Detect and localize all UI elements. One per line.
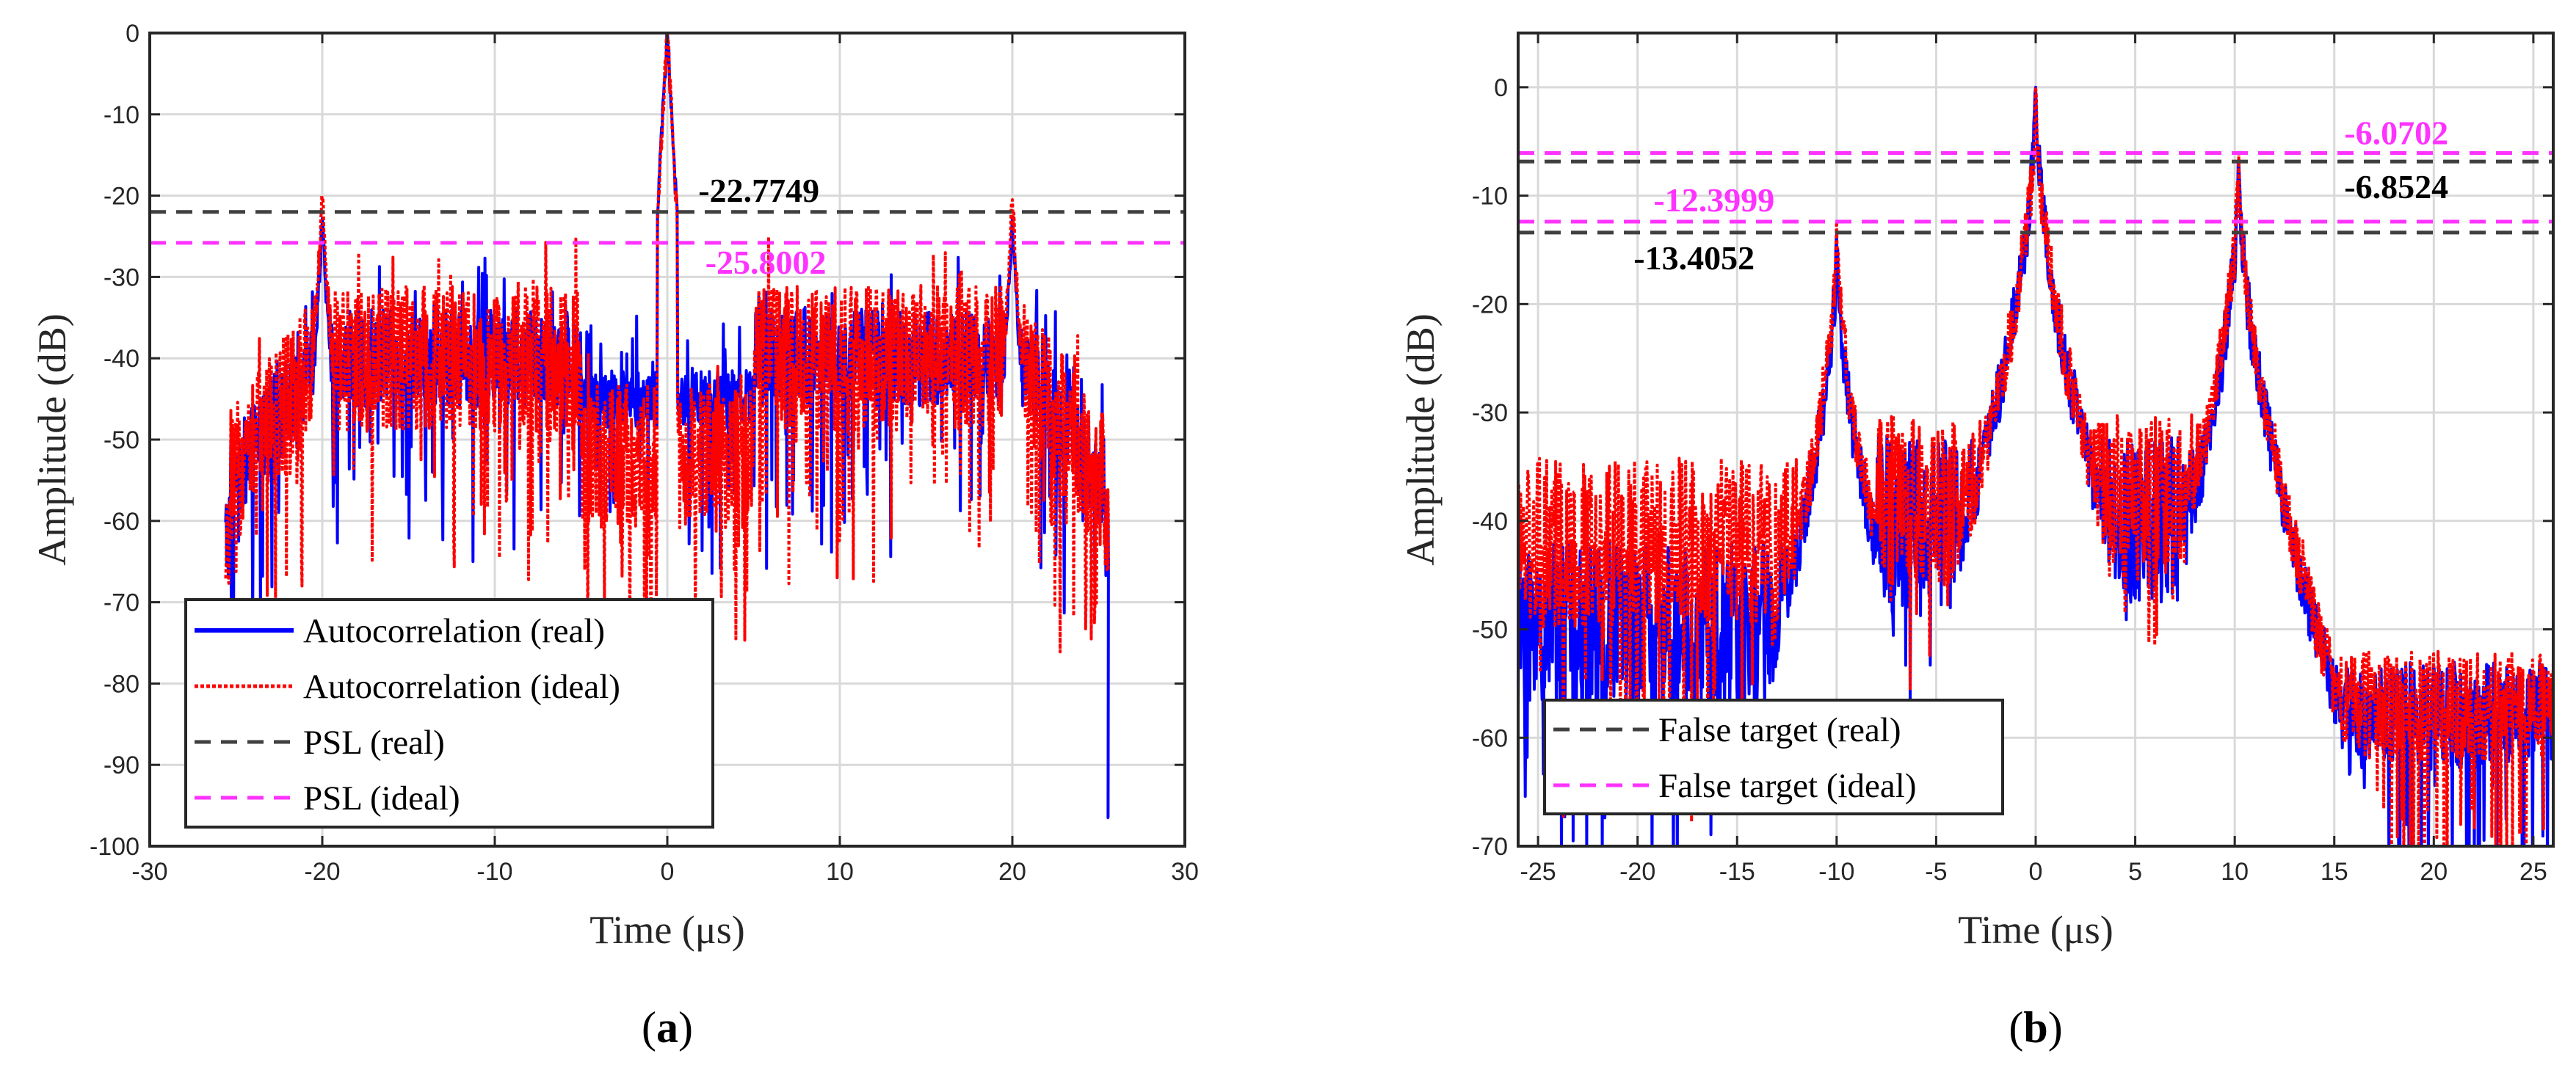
y-tick-label: -30: [1472, 399, 1508, 427]
legend: Autocorrelation (real) Autocorrelation (i…: [184, 598, 714, 829]
legend-entry: PSL (real): [303, 724, 445, 762]
legend-entry: False target (real): [1658, 711, 1901, 749]
y-tick-label: -60: [104, 508, 139, 536]
plot-b: -6.0702 -6.8524 -12.3999 -13.4052 -25 -20 -15 -…: [1398, 32, 2555, 1052]
x-axis-label: Time (μs): [1958, 908, 2114, 952]
x-tick-label: 0: [2029, 858, 2043, 886]
false-target-value: -6.8524: [2344, 168, 2448, 205]
y-tick-label: -40: [1472, 508, 1508, 536]
y-tick-label: -70: [104, 589, 139, 617]
y-tick-label: -10: [1472, 183, 1508, 211]
y-tick-label: -20: [104, 183, 139, 211]
y-tick-label: -50: [104, 426, 139, 454]
plot-a: -22.7749-25.8002-30 -20 -10 0 10 20 300-10-20-…: [30, 20, 1199, 1052]
x-tick-label: 15: [2321, 858, 2348, 886]
x-tick-label: 20: [998, 858, 1026, 886]
y-axis-label: Amplitude (dB): [1398, 313, 1443, 565]
x-tick-label: 30: [1171, 858, 1199, 886]
x-tick-label: -20: [304, 858, 340, 886]
y-tick-label: 0: [1494, 74, 1508, 102]
legend-entry: Autocorrelation (ideal): [303, 668, 620, 706]
x-tick-label: -10: [476, 858, 512, 886]
y-tick-label: -50: [1472, 616, 1508, 644]
subfigure-letter: b: [2023, 1003, 2047, 1052]
y-tick-label: -70: [1472, 833, 1508, 861]
psl-ideal-value: -25.8002: [705, 244, 827, 281]
legend-entry: PSL (ideal): [303, 779, 460, 818]
false-target-value: -6.0702: [2344, 114, 2448, 152]
x-tick-label: 10: [826, 858, 854, 886]
y-tick-label: -10: [104, 101, 139, 129]
false-target-value: -13.4052: [1633, 239, 1755, 277]
y-tick-label: -20: [1472, 291, 1508, 319]
subfigure-label: (a): [642, 1003, 693, 1052]
y-tick-label: -80: [104, 670, 139, 698]
y-tick-label: -60: [1472, 724, 1508, 752]
x-tick-label: 5: [2128, 858, 2142, 886]
x-tick-label: -15: [1719, 858, 1755, 886]
x-tick-label: 10: [2221, 858, 2249, 886]
x-tick-label: -5: [1925, 858, 1947, 886]
y-tick-label: -30: [104, 263, 139, 291]
legend-box: [184, 598, 714, 829]
x-tick-label: 20: [2420, 858, 2448, 886]
subfigure-label: (b): [2009, 1003, 2062, 1052]
y-tick-label: -40: [104, 345, 139, 373]
x-tick-label: -30: [131, 858, 167, 886]
y-tick-label: 0: [126, 20, 139, 48]
psl-real-value: -22.7749: [698, 172, 819, 209]
y-tick-label: -100: [90, 833, 139, 861]
legend-entry: False target (ideal): [1658, 767, 1917, 805]
plot-area: [1518, 85, 2553, 846]
x-tick-label: -25: [1520, 858, 1556, 886]
y-tick-label: -90: [104, 751, 139, 779]
subfigure-letter: a: [656, 1003, 678, 1052]
legend-entry: Autocorrelation (real): [303, 612, 605, 650]
y-axis-label: Amplitude (dB): [30, 313, 74, 565]
false-target-value: -12.3999: [1653, 181, 1774, 219]
x-axis-label: Time (μs): [589, 908, 745, 952]
x-tick-label: 0: [661, 858, 675, 886]
x-tick-label: -20: [1619, 858, 1655, 886]
legend-box: [1543, 699, 2004, 815]
x-tick-label: -10: [1818, 858, 1854, 886]
legend: False target (real) False target (ideal): [1543, 699, 2004, 815]
x-tick-label: 25: [2519, 858, 2547, 886]
series-line-ideal: [1518, 85, 2553, 846]
